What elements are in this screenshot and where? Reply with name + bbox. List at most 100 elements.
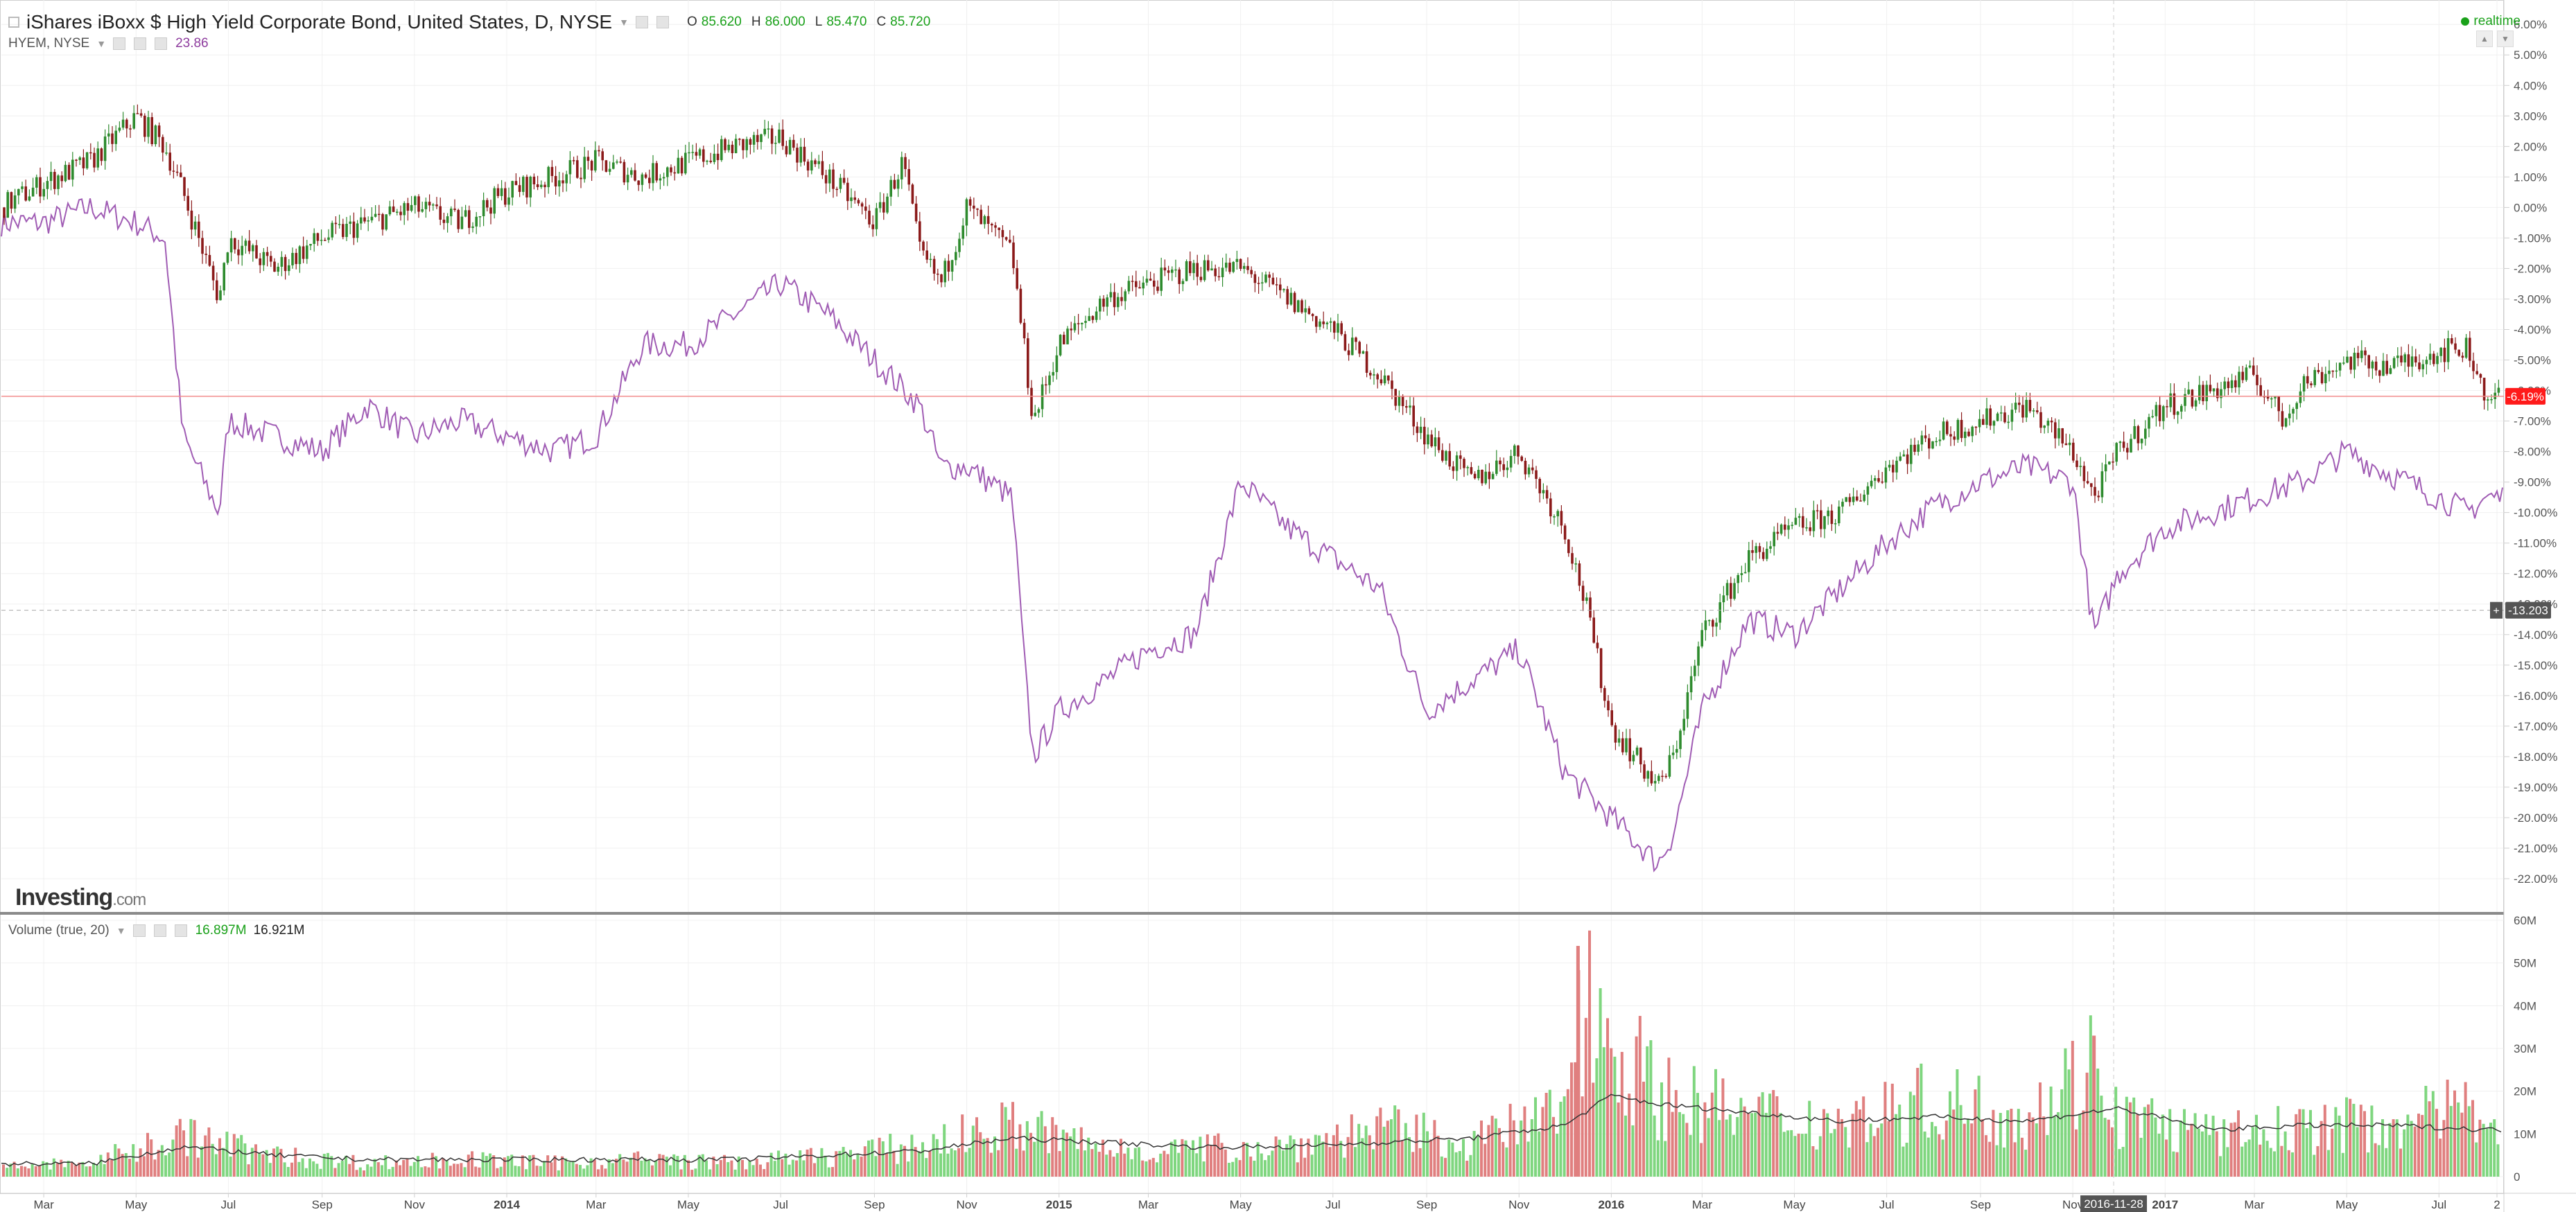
candle-body [1989,408,1992,426]
candle-body [198,221,200,238]
volume-bar [2085,1072,2089,1177]
volume-bar [2046,1135,2049,1177]
volume-bar [168,1152,171,1177]
candle [1682,710,1685,735]
volume-bar [1343,1157,1346,1177]
candle [878,192,882,213]
volume-bar [2107,1119,2110,1177]
candle [504,182,507,207]
volume-bar [391,1166,394,1177]
candle-body [21,186,24,189]
candle [991,222,993,233]
candle [2443,338,2446,372]
volume-bar [2471,1100,2474,1177]
candle-body [1228,263,1231,272]
candle [1059,334,1062,357]
candle [1632,750,1635,765]
candle-body [118,128,121,131]
panel-divider [0,912,2504,915]
move-up-icon[interactable]: ▲ [2476,30,2493,47]
candle-body [2245,367,2248,380]
volume-bar [2215,1131,2218,1177]
hide-icon[interactable] [113,37,126,50]
candle [1045,376,1047,395]
candle [345,217,348,241]
candle [1653,774,1657,792]
open-value: 85.620 [701,15,742,29]
chevron-down-icon[interactable]: ▼ [96,38,107,49]
candle-body [2385,360,2388,374]
candle-body [2364,350,2367,355]
candle-body [1293,292,1296,313]
candle-body [1333,321,1336,333]
candle-body [2252,365,2255,375]
candle-body [1052,371,1054,376]
candle-body [1135,281,1138,288]
settings-icon[interactable] [153,924,166,937]
volume-bar [27,1168,31,1177]
candle [1473,471,1477,480]
candle-body [2187,389,2190,394]
candle [2043,425,2046,434]
volume-bar [1671,1112,1674,1177]
time-tick-label: Jul [1879,1198,1895,1211]
candle [1848,493,1852,507]
volume-bar [2280,1145,2283,1177]
volume-bar [2089,1015,2092,1177]
candle-body [403,203,406,216]
candle-body [1740,573,1743,575]
price-tick-label: -1.00% [2514,231,2551,245]
price-tick-label: 3.00% [2514,109,2547,123]
candle-body [331,222,333,238]
settings-icon[interactable] [635,16,648,28]
close-icon[interactable] [656,16,669,28]
candle-body [1812,510,1816,532]
volume-bar [1296,1162,1299,1177]
crosshair-plus-icon[interactable] [2490,601,2503,619]
candle-body [345,223,348,237]
volume-bar [874,1156,878,1177]
volume-bar [1051,1117,1054,1177]
volume-bar [1256,1142,1260,1177]
candle-body [868,211,871,225]
candle-body [878,202,882,209]
volume-bar [679,1169,683,1177]
volume-bar [806,1149,809,1177]
volume-spike-bar [1576,946,1580,1177]
candle-body [1297,300,1300,313]
volume-bar [304,1168,308,1177]
chevron-down-icon[interactable]: ▼ [619,17,629,28]
candle [1838,500,1840,527]
candle-body [53,172,56,189]
collapse-icon[interactable] [8,17,19,28]
candle [1845,497,1847,502]
candle-body [1506,467,1509,471]
candle-body [799,146,802,163]
close-icon[interactable] [174,924,187,937]
hide-icon[interactable] [132,924,146,937]
settings-icon[interactable] [134,37,147,50]
candle [709,152,712,164]
move-down-icon[interactable]: ▼ [2497,30,2514,47]
volume-bar [1429,1139,1433,1177]
candle [1434,428,1437,457]
candle [111,126,114,152]
candle [507,187,510,211]
volume-bar [1264,1160,1267,1177]
close-icon[interactable] [155,37,168,50]
candle [93,147,96,173]
chevron-down-icon[interactable]: ▼ [116,925,126,936]
candle-body [1848,497,1852,502]
candle-body [1286,289,1289,305]
volume-bar [1465,1160,1469,1177]
volume-bar [2035,1123,2038,1177]
candle [2234,375,2237,393]
candle [2198,376,2201,405]
candle [1679,728,1682,758]
candle-body [489,207,492,214]
volume-bar [1090,1149,1094,1177]
volume-bar [568,1161,571,1177]
candle-body [1373,374,1375,376]
volume-bar [1033,1141,1036,1177]
